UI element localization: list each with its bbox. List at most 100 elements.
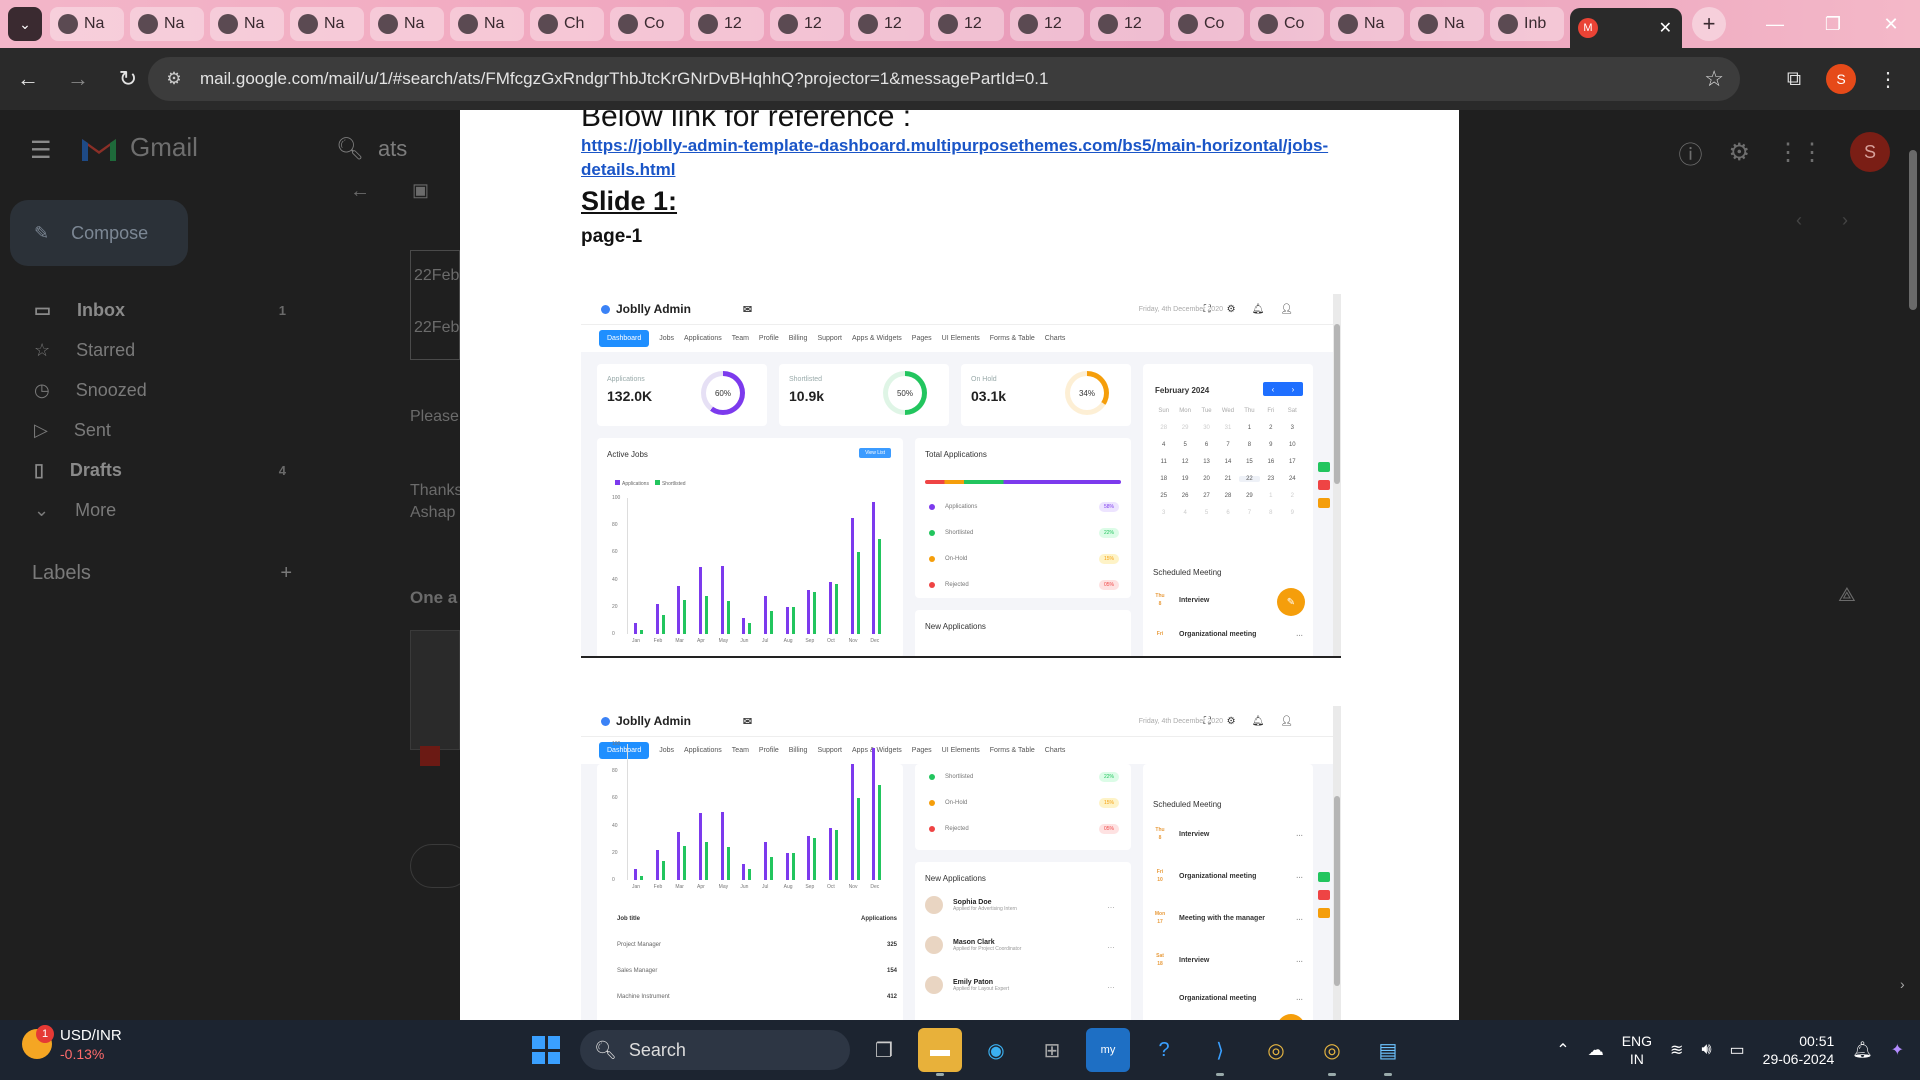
gmail-avatar[interactable]: S (1850, 132, 1890, 172)
pdf-icon (420, 746, 440, 766)
chrome-icon[interactable]: ◎ (1267, 1039, 1285, 1062)
browser-tab[interactable]: Na (1410, 7, 1484, 41)
copilot-icon[interactable]: ✦ (1890, 1042, 1904, 1059)
search-icon: 🔍︎ (594, 1039, 617, 1060)
reference-link[interactable]: https://joblly-admin-template-dashboard.… (581, 136, 1329, 179)
calendar-day: 3 (1162, 510, 1166, 516)
notification-bell-icon[interactable]: 🔔︎ (1852, 1042, 1873, 1059)
help-app-icon[interactable]: ? (1158, 1038, 1170, 1061)
nav-item-starred[interactable]: ☆ Starred (0, 330, 300, 370)
browser-tab[interactable]: Na (290, 7, 364, 41)
forward-icon[interactable]: → (67, 66, 89, 91)
gmail-search[interactable]: 🔍︎ ats (336, 136, 407, 162)
nav-item-sent[interactable]: ▷ Sent (0, 410, 300, 450)
back-arrow-icon[interactable]: ← (350, 180, 370, 202)
chrome-profile-icon[interactable]: ◎ (1310, 1028, 1354, 1076)
browser-tab[interactable]: Co (610, 7, 684, 41)
weekday-label: Tue (1201, 408, 1212, 414)
settings-gear-icon[interactable]: ⚙ (1728, 138, 1750, 166)
browser-tab[interactable]: 12 (1090, 7, 1164, 41)
notepad-icon[interactable]: ▤ (1366, 1028, 1410, 1076)
archive-icon[interactable]: ▣ (412, 180, 430, 200)
wifi-icon[interactable]: ≋ (1670, 1042, 1684, 1059)
system-clock[interactable]: 00:51 29-06-2024 (1763, 1032, 1835, 1068)
side-widget-icon (1318, 462, 1330, 472)
browser-tab[interactable]: 12 (770, 7, 844, 41)
address-bar[interactable]: ⚙ mail.google.com/mail/u/1/#search/ats/F… (148, 57, 1740, 101)
x-tick-label: Dec (870, 638, 880, 644)
browser-tab[interactable]: 12 (930, 7, 1004, 41)
language-indicator[interactable]: ENG IN (1622, 1032, 1652, 1068)
ta-label: Applications (945, 504, 978, 510)
nav-item-snoozed[interactable]: ◷ Snoozed (0, 370, 300, 410)
show-hidden-icons[interactable]: ⌃ (1556, 1042, 1570, 1059)
help-icon[interactable]: ⓘ (1678, 141, 1703, 169)
more-dots-icon: … (1296, 872, 1303, 880)
browser-tab[interactable]: Na (370, 7, 444, 41)
restore-icon[interactable]: ❐ (1824, 13, 1842, 34)
nav-item-drafts[interactable]: ▯ Drafts 4 (0, 450, 300, 490)
new-tab-button[interactable]: + (1692, 7, 1726, 41)
compose-button[interactable]: ✎ Compose (10, 200, 188, 266)
ta-row: Shortlisted 22% (929, 772, 1119, 782)
bar-applications-aug (785, 852, 789, 880)
browser-tab[interactable]: Na (1330, 7, 1404, 41)
browser-tab[interactable]: Co (1170, 7, 1244, 41)
mylic-app-icon[interactable]: my (1086, 1028, 1130, 1072)
browser-tab[interactable]: Na (210, 7, 284, 41)
attachment-thumbnail[interactable] (410, 630, 460, 750)
job-count: 154 (886, 968, 897, 974)
browser-tab[interactable]: Inb (1490, 7, 1564, 41)
back-icon[interactable]: ← (17, 66, 39, 91)
menu-dots-icon[interactable]: ⋮ (1878, 68, 1898, 91)
labels-header: Labels + (32, 562, 292, 585)
vscode-icon[interactable]: ⟩ (1198, 1028, 1242, 1076)
browser-tab[interactable]: 12 (1010, 7, 1084, 41)
calendar-day: 2 (1269, 425, 1273, 431)
bookmark-star-icon[interactable]: ☆ (1704, 66, 1724, 91)
browser-tab[interactable]: 12 (850, 7, 924, 41)
add-label-icon[interactable]: + (280, 562, 292, 584)
browser-tab[interactable]: Ch (530, 7, 604, 41)
browser-tab[interactable]: Na (450, 7, 524, 41)
tab-label: 12 (964, 15, 982, 32)
extensions-icon[interactable]: ⧉ (1786, 67, 1802, 90)
prev-icon[interactable]: ‹ (1796, 210, 1802, 230)
edge-icon[interactable]: ◉ (987, 1039, 1005, 1062)
document-viewer: Below link for reference : https://jobll… (460, 110, 1459, 1020)
volume-icon[interactable]: 🔊︎ (1701, 1041, 1712, 1058)
next-icon[interactable]: › (1842, 210, 1848, 230)
stat-value: 03.1k (971, 388, 1007, 404)
store-icon[interactable]: ⊞ (1043, 1039, 1061, 1062)
taskbar-search[interactable]: 🔍︎ Search (580, 1030, 850, 1070)
apps-grid-icon[interactable]: ⋮⋮ (1776, 138, 1824, 166)
file-explorer-icon[interactable]: ▬ (918, 1028, 962, 1076)
nav-item-inbox[interactable]: ▭ Inbox 1 (0, 290, 300, 330)
active-tab-gmail[interactable]: M ✕ (1570, 8, 1682, 48)
applicant-name: Emily Paton (953, 978, 994, 986)
task-view-icon[interactable]: ❐ (875, 1039, 893, 1062)
hamburger-icon[interactable]: ☰ (30, 137, 52, 164)
stock-ticker-widget[interactable]: 1 USD/INR -0.13% (22, 1025, 122, 1062)
nav-item-more[interactable]: ⌄ More (0, 490, 300, 530)
browser-tab[interactable]: Co (1250, 7, 1324, 41)
profile-avatar[interactable]: S (1826, 64, 1856, 94)
browser-tab[interactable]: Na (50, 7, 124, 41)
battery-icon[interactable]: ▭ (1729, 1042, 1745, 1059)
browser-tab[interactable]: 12 (690, 7, 764, 41)
close-window-icon[interactable]: ✕ (1883, 13, 1899, 34)
tab-search-button[interactable]: ⌄ (8, 7, 42, 41)
meeting-item: Thu 8 Interview… (1153, 826, 1303, 842)
gmail-logo[interactable]: Gmail (80, 132, 198, 163)
side-panel-toggle-icon[interactable]: › (1900, 976, 1905, 992)
page-scroll-thumb[interactable] (1909, 150, 1917, 310)
drive-add-icon[interactable]: ⟁ (1838, 584, 1856, 606)
browser-tab[interactable]: Na (130, 7, 204, 41)
page-scrollbar[interactable] (1906, 130, 1920, 1010)
site-info-icon[interactable]: ⚙ (166, 69, 182, 88)
reload-icon[interactable]: ↻ (118, 66, 138, 91)
start-windows-icon[interactable] (524, 1028, 568, 1072)
minimize-icon[interactable]: — (1766, 13, 1784, 34)
close-tab-icon[interactable]: ✕ (1658, 20, 1672, 37)
onedrive-icon[interactable]: ☁ (1587, 1042, 1604, 1059)
